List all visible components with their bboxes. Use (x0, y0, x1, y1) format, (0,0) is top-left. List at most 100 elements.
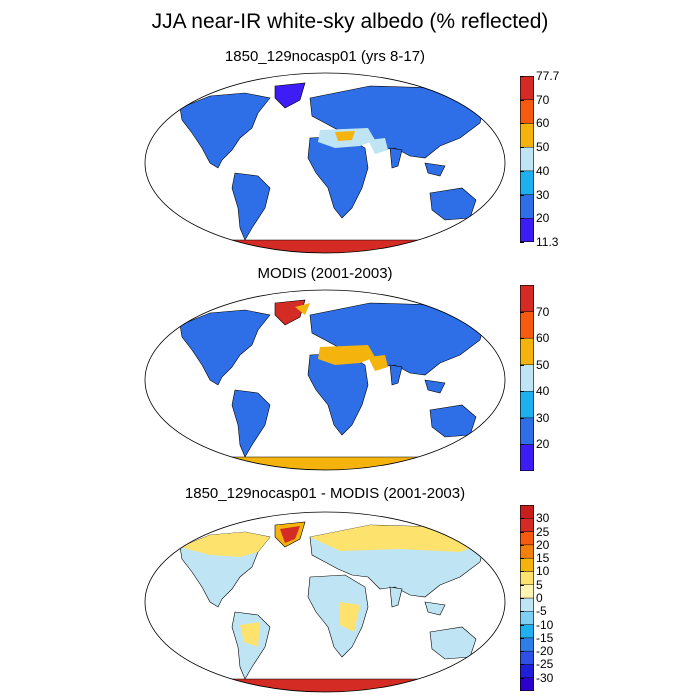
colorbar-swatch (520, 218, 534, 242)
colorbar-tick-label: -25 (519, 657, 554, 672)
landmass-africa (307, 574, 369, 658)
colorbar-swatch (520, 571, 534, 585)
colorbar-swatch (520, 505, 534, 519)
colorbar-tick-label: 25 (519, 524, 550, 539)
colorbar-swatch (520, 650, 534, 665)
colorbar-swatch (520, 417, 534, 445)
colorbar-tick-label: 20 (519, 437, 550, 452)
colorbar-frame (520, 76, 534, 242)
colorbar-swatch (520, 99, 534, 124)
colorbar-tick-label: 40 (519, 163, 550, 178)
colorbar-tick-label: 5 (520, 577, 543, 592)
colorbar-swatch (520, 311, 534, 339)
landmass-seAsia (424, 379, 446, 394)
colorbar-tick-label: 10 (519, 564, 550, 579)
colorbar-swatch (520, 584, 534, 599)
colorbar-tick-label: 20 (519, 537, 550, 552)
colorbar-difference (520, 505, 534, 691)
landmass-northAmerica (179, 309, 271, 386)
landmass-australia (429, 187, 477, 221)
diff-eurasia (310, 525, 485, 552)
colorbar-tick-label: -15 (519, 630, 554, 645)
landmass-antarctica (204, 239, 446, 253)
landmass-antarctica (204, 456, 446, 470)
map-land-layer (179, 82, 486, 253)
colorbar-tick-label: 60 (519, 116, 550, 131)
colorbar-swatch (520, 285, 534, 312)
colorbar-swatch (520, 677, 534, 691)
colorbar-swatch (520, 76, 534, 100)
landmass-greenland (274, 82, 306, 109)
map-model (144, 72, 506, 254)
panel-difference: 1850_129nocasp01 - MODIS (2001-2003) 30 2… (0, 485, 700, 697)
colorbar-frame (520, 285, 534, 471)
diff-greenland (280, 526, 300, 543)
landmass-greenland (274, 299, 306, 326)
colorbar-tick-label: -30 (519, 670, 554, 685)
panel-model: 1850_129nocasp01 (yrs 8-17) 77.7 70 60 50 40… (0, 48, 700, 258)
map-land-layer (179, 521, 486, 692)
colorbar-tick-label: 77.7 (519, 69, 560, 83)
colorbar-swatch (520, 637, 534, 652)
landmass-southAmerica (231, 389, 271, 458)
colorbar-tick-label: 40 (519, 384, 550, 399)
landmass-africa (307, 135, 369, 219)
colorbar-swatch (520, 170, 534, 195)
colorbar-swatch (520, 557, 534, 572)
colorbar-swatch (520, 337, 534, 365)
colorbar-tick-label: 15 (519, 551, 550, 566)
colorbar-tick-label: 0 (520, 591, 543, 605)
colorbar-swatch (520, 597, 534, 612)
landmass-antarctica (204, 678, 446, 692)
map-boundary (144, 511, 506, 693)
landmass-africa (307, 352, 369, 436)
landmass-southAmerica (231, 172, 271, 241)
colorbar-swatch (520, 391, 534, 419)
map-boundary (144, 289, 506, 471)
colorbar-tick-label: 30 (519, 511, 550, 526)
colorbar-tick-label: 50 (519, 357, 550, 372)
landmass-australia (429, 404, 477, 438)
colorbar-tick-label: 20 (519, 211, 550, 226)
landmass-southAmerica (231, 611, 271, 680)
colorbar-tick-label: -5 (520, 604, 547, 619)
colorbar-tick-label: 50 (519, 140, 550, 155)
colorbar-swatch (520, 664, 534, 678)
panel-subtitle: 1850_129nocasp01 (yrs 8-17) (224, 48, 426, 65)
arabia-region (368, 355, 388, 371)
arabia-region (368, 138, 388, 154)
diff-north-america (180, 532, 270, 557)
colorbar-swatch (520, 194, 534, 219)
colorbar-swatch (520, 531, 534, 546)
colorbar-tick-label: 70 (519, 92, 550, 107)
landmass-india (389, 364, 403, 386)
colorbar-swatch (520, 146, 534, 172)
colorbar-model (520, 76, 534, 242)
landmass-india (389, 586, 403, 608)
colorbar-swatch (520, 544, 534, 559)
landmass-india (389, 147, 403, 169)
map-difference (144, 511, 506, 693)
panel-subtitle: MODIS (2001-2003) (257, 265, 393, 282)
colorbar-tick-label: 70 (519, 304, 550, 319)
diff-south-america (240, 622, 260, 647)
landmass-northAmerica (179, 92, 271, 169)
landmass-australia (429, 626, 477, 660)
colorbar-tick-label: 11.3 (519, 235, 559, 249)
landmass-seAsia (424, 601, 446, 616)
colorbar-swatch (520, 518, 534, 532)
landmass-seAsia (424, 162, 446, 177)
colorbar-swatch (520, 624, 534, 639)
sahara-bright (335, 131, 355, 141)
colorbar-swatch (520, 611, 534, 625)
colorbar-swatch (520, 444, 534, 471)
colorbar-tick-label: 60 (519, 331, 550, 346)
colorbar-frame (520, 505, 534, 691)
colorbar-swatch (520, 123, 534, 148)
colorbar-swatch (520, 364, 534, 392)
diff-africa (340, 602, 360, 632)
figure-title: JJA near-IR white-sky albedo (% reflecte… (151, 10, 549, 33)
map-boundary (144, 72, 506, 254)
sahara-region (318, 345, 375, 365)
colorbar-tick-label: -20 (519, 644, 554, 659)
